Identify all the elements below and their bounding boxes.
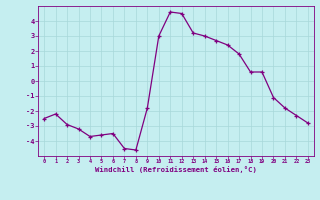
X-axis label: Windchill (Refroidissement éolien,°C): Windchill (Refroidissement éolien,°C) [95,166,257,173]
